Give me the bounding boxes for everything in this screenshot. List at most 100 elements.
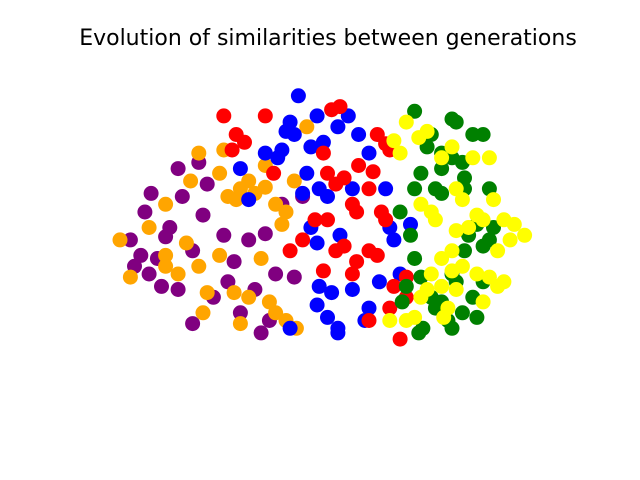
data-point bbox=[413, 165, 429, 181]
data-point bbox=[444, 243, 460, 259]
data-point bbox=[253, 251, 269, 266]
chart-title: Evolution of similarities between genera… bbox=[79, 26, 577, 51]
data-point bbox=[371, 274, 387, 290]
data-point bbox=[481, 232, 497, 248]
data-point bbox=[241, 192, 257, 208]
data-point bbox=[137, 204, 153, 220]
data-point bbox=[241, 289, 257, 305]
data-point bbox=[185, 316, 201, 332]
data-point bbox=[344, 181, 360, 197]
data-point bbox=[336, 238, 352, 254]
data-point bbox=[162, 220, 178, 235]
data-point bbox=[183, 173, 199, 189]
data-point bbox=[330, 325, 346, 341]
data-point bbox=[517, 227, 533, 243]
data-point bbox=[351, 127, 367, 142]
data-point bbox=[330, 119, 346, 135]
series-2 bbox=[232, 88, 418, 341]
data-point bbox=[434, 185, 450, 201]
data-point bbox=[170, 282, 186, 297]
data-point bbox=[268, 196, 284, 212]
data-point bbox=[278, 123, 294, 139]
data-point bbox=[419, 282, 435, 297]
data-point bbox=[237, 134, 252, 150]
data-point bbox=[226, 285, 242, 301]
data-point bbox=[454, 192, 470, 208]
data-point bbox=[315, 263, 331, 279]
data-point bbox=[465, 127, 481, 142]
data-point bbox=[349, 254, 365, 270]
data-point bbox=[112, 232, 128, 248]
data-point bbox=[199, 285, 215, 301]
data-point bbox=[295, 185, 311, 201]
data-point bbox=[307, 212, 323, 228]
data-point bbox=[434, 278, 450, 294]
data-point bbox=[490, 243, 506, 259]
data-point bbox=[448, 282, 464, 297]
data-point bbox=[332, 99, 348, 115]
data-point bbox=[407, 181, 423, 197]
data-point bbox=[386, 133, 402, 149]
data-point bbox=[195, 305, 211, 321]
data-point bbox=[257, 108, 273, 124]
data-point bbox=[286, 269, 302, 285]
data-point bbox=[382, 313, 398, 328]
data-point bbox=[361, 145, 377, 161]
data-point bbox=[403, 227, 418, 243]
data-point bbox=[122, 269, 138, 285]
data-point bbox=[324, 285, 340, 301]
data-point bbox=[311, 278, 327, 294]
data-point bbox=[361, 181, 377, 197]
data-point bbox=[199, 176, 215, 192]
data-point bbox=[241, 232, 257, 248]
data-point bbox=[386, 278, 402, 294]
data-point bbox=[413, 196, 429, 212]
data-point bbox=[444, 139, 460, 155]
data-point bbox=[309, 235, 325, 251]
data-point bbox=[392, 145, 408, 161]
data-point bbox=[496, 274, 512, 290]
data-point bbox=[320, 309, 335, 325]
data-point bbox=[475, 212, 491, 228]
data-point bbox=[398, 313, 414, 328]
data-point bbox=[407, 103, 423, 119]
data-point bbox=[216, 108, 232, 124]
data-point bbox=[224, 142, 240, 158]
data-point bbox=[232, 316, 248, 332]
data-point bbox=[454, 258, 470, 274]
data-point bbox=[411, 325, 427, 341]
data-point bbox=[475, 127, 491, 142]
data-point bbox=[434, 150, 450, 166]
data-point bbox=[303, 139, 319, 155]
data-point bbox=[378, 212, 394, 228]
data-point bbox=[344, 266, 360, 282]
data-point bbox=[158, 196, 174, 212]
data-point bbox=[506, 216, 522, 232]
data-point bbox=[434, 161, 450, 177]
data-point bbox=[486, 220, 501, 235]
data-point bbox=[257, 179, 273, 195]
data-point bbox=[361, 300, 377, 316]
data-point bbox=[465, 150, 481, 166]
data-point bbox=[481, 150, 497, 166]
data-point bbox=[423, 204, 439, 220]
data-point bbox=[398, 278, 414, 294]
data-point bbox=[257, 145, 273, 161]
data-point bbox=[309, 297, 325, 313]
data-point bbox=[282, 320, 298, 336]
data-point bbox=[361, 313, 377, 328]
data-point bbox=[320, 212, 335, 228]
data-point bbox=[434, 251, 450, 266]
data-point bbox=[141, 266, 157, 282]
data-point bbox=[154, 278, 169, 294]
data-point bbox=[378, 181, 394, 197]
data-point bbox=[365, 164, 381, 180]
data-point bbox=[170, 161, 186, 177]
data-point bbox=[212, 165, 228, 181]
data-point bbox=[191, 258, 207, 274]
data-point bbox=[394, 294, 410, 310]
data-point bbox=[309, 108, 325, 124]
data-point bbox=[274, 216, 290, 232]
data-point bbox=[315, 134, 331, 150]
